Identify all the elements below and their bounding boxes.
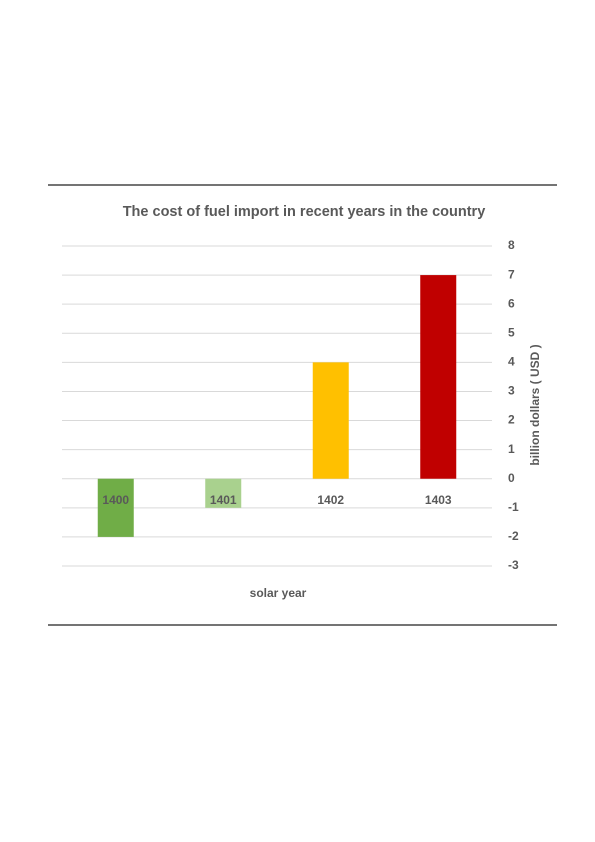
chart-title: The cost of fuel import in recent years … [123, 204, 486, 220]
y-axis-title: billion dollars ( USD ) [528, 344, 542, 465]
x-tick-label: 1403 [425, 493, 452, 507]
y-tick-label: 6 [508, 296, 515, 310]
y-tick-label: -1 [508, 500, 519, 514]
y-tick-label: 7 [508, 267, 515, 281]
y-tick-label: 1 [508, 442, 515, 456]
y-tick-label: 2 [508, 413, 515, 427]
y-tick-label: 0 [508, 471, 515, 485]
bar [312, 362, 349, 479]
bar [420, 275, 457, 479]
y-tick-label: 3 [508, 384, 515, 398]
x-axis-title: solar year [250, 586, 307, 600]
x-tick-label: 1401 [210, 493, 237, 507]
y-tick-label: 4 [508, 355, 515, 369]
x-tick-label: 1402 [317, 493, 344, 507]
y-tick-label: -3 [508, 558, 519, 572]
y-tick-label: 8 [508, 238, 515, 252]
bar [97, 478, 134, 537]
x-tick-label: 1400 [102, 493, 129, 507]
bar [205, 478, 242, 508]
y-tick-label: -2 [508, 529, 519, 543]
y-tick-label: 5 [508, 325, 515, 339]
